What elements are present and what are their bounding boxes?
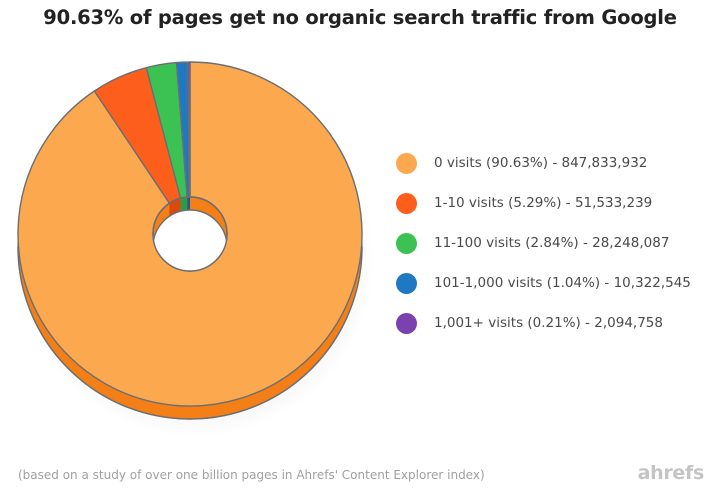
- legend-item-11-100-visits: 11-100 visits (2.84%) - 28,248,087: [396, 223, 718, 263]
- legend-label-1001-plus-visits: 1,001+ visits (0.21%) - 2,094,758: [434, 315, 663, 331]
- legend-label-1-10-visits: 1-10 visits (5.29%) - 51,533,239: [434, 195, 653, 211]
- inner-wall-101-1000-visits: [187, 197, 190, 211]
- legend-swatch-1-10-visits: [396, 192, 417, 214]
- legend-item-1001-plus-visits: 1,001+ visits (0.21%) - 2,094,758: [396, 303, 718, 343]
- donut-outer-rim: [17, 246, 363, 420]
- chart-title: 90.63% of pages get no organic search tr…: [43, 6, 677, 29]
- legend-swatch-101-1000-visits: [396, 272, 417, 294]
- legend-swatch-11-100-visits: [396, 232, 417, 254]
- chart-legend: 0 visits (90.63%) - 847,833,932 1-10 vis…: [396, 143, 718, 343]
- legend-label-101-1000-visits: 101-1,000 visits (1.04%) - 10,322,545: [434, 275, 691, 291]
- inner-wall-11-100-visits: [180, 197, 188, 212]
- legend-swatch-0-visits: [396, 152, 417, 174]
- legend-label-0-visits: 0 visits (90.63%) - 847,833,932: [434, 155, 648, 171]
- donut-hole-edge: [152, 196, 228, 272]
- legend-item-0-visits: 0 visits (90.63%) - 847,833,932: [396, 143, 718, 183]
- footnote: (based on a study of over one billion pa…: [18, 468, 485, 482]
- ahrefs-logo: ahrefs: [637, 462, 705, 484]
- legend-label-11-100-visits: 11-100 visits (2.84%) - 28,248,087: [434, 235, 670, 251]
- legend-swatch-1001-plus-visits: [396, 312, 417, 334]
- legend-item-1-10-visits: 1-10 visits (5.29%) - 51,533,239: [396, 183, 718, 223]
- legend-item-101-1000-visits: 101-1,000 visits (1.04%) - 10,322,545: [396, 263, 718, 303]
